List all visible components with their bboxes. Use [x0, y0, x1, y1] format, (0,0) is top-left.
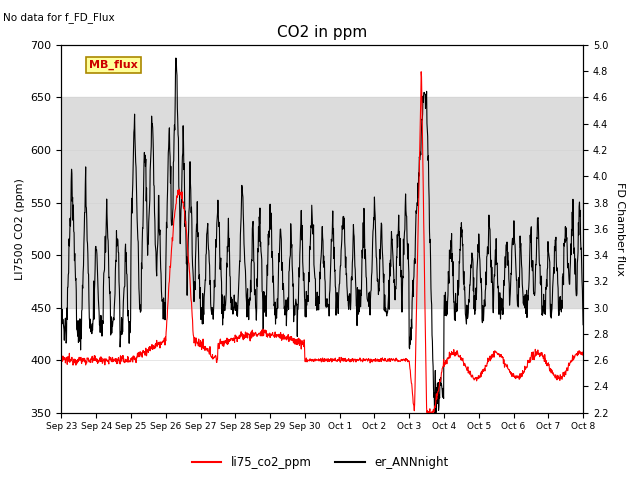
- Text: MB_flux: MB_flux: [89, 60, 138, 70]
- Text: No data for f_FD_Flux: No data for f_FD_Flux: [3, 12, 115, 23]
- Y-axis label: LI7500 CO2 (ppm): LI7500 CO2 (ppm): [15, 178, 25, 280]
- Bar: [61, 97, 583, 308]
- Title: CO2 in ppm: CO2 in ppm: [277, 24, 367, 39]
- Y-axis label: FD Chamber flux: FD Chamber flux: [615, 182, 625, 276]
- Legend: li75_co2_ppm, er_ANNnight: li75_co2_ppm, er_ANNnight: [187, 452, 453, 474]
